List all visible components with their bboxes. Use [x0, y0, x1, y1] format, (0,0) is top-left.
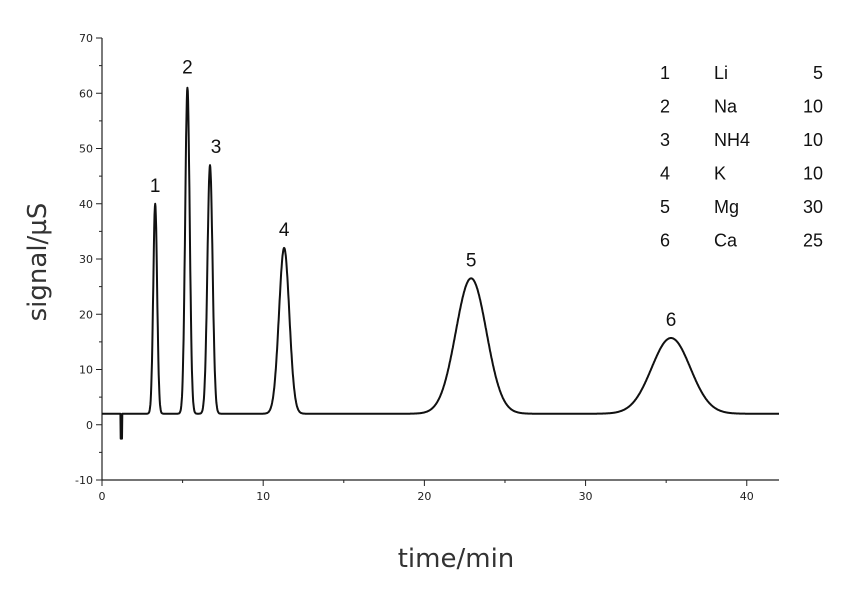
y-tick-label: 60 — [79, 87, 93, 100]
legend-ion: Li — [714, 63, 728, 83]
legend-concentration: 10 — [803, 130, 823, 150]
y-axis-title: signal/µS — [23, 203, 53, 322]
y-tick-label: 20 — [79, 308, 93, 321]
legend-number: 3 — [660, 130, 670, 150]
x-axis-ticks: 0 10 20 30 40 — [99, 480, 754, 503]
peak-label-3: 3 — [211, 137, 222, 158]
plot-frame — [101, 38, 779, 481]
peak-labels: 1 2 3 4 5 6 — [150, 58, 676, 331]
legend-number: 4 — [660, 164, 670, 184]
x-tick-label: 30 — [579, 490, 593, 503]
y-tick-label: 40 — [79, 198, 93, 211]
y-tick-label: 10 — [79, 364, 93, 377]
x-tick-label: 20 — [417, 490, 431, 503]
y-tick-label: 30 — [79, 253, 93, 266]
x-tick-label: 40 — [740, 490, 754, 503]
legend-concentration: 25 — [803, 231, 823, 251]
legend-concentration: 10 — [803, 164, 823, 184]
y-tick-label: 0 — [86, 419, 93, 432]
x-tick-label: 0 — [99, 490, 106, 503]
peak-label-6: 6 — [666, 310, 677, 331]
legend: 1 Li 5 2 Na 10 3 NH4 10 4 K 10 5 Mg 30 6 Ca 25 — [660, 63, 823, 251]
legend-number: 1 — [660, 63, 670, 83]
legend-number: 6 — [660, 231, 670, 251]
legend-ion: Mg — [714, 197, 739, 217]
legend-ion: NH4 — [714, 130, 750, 150]
peak-label-5: 5 — [466, 250, 477, 271]
y-tick-label: 70 — [79, 32, 93, 45]
peak-label-4: 4 — [279, 220, 290, 241]
legend-ion: K — [714, 164, 726, 184]
legend-number: 2 — [660, 97, 670, 117]
legend-concentration: 5 — [813, 63, 823, 83]
signal-trace — [101, 86, 780, 440]
peak-label-1: 1 — [150, 176, 161, 197]
y-axis-ticks: -10 0 10 20 30 40 50 60 70 — [75, 32, 102, 487]
legend-concentration: 30 — [803, 197, 823, 217]
legend-concentration: 10 — [803, 97, 823, 117]
x-tick-label: 10 — [256, 490, 270, 503]
legend-ion: Ca — [714, 231, 738, 251]
legend-number: 5 — [660, 197, 670, 217]
legend-ion: Na — [714, 97, 738, 117]
x-axis-title: time/min — [398, 544, 515, 574]
y-tick-label: 50 — [79, 143, 93, 156]
y-tick-label: -10 — [75, 474, 93, 487]
peak-label-2: 2 — [182, 58, 193, 79]
